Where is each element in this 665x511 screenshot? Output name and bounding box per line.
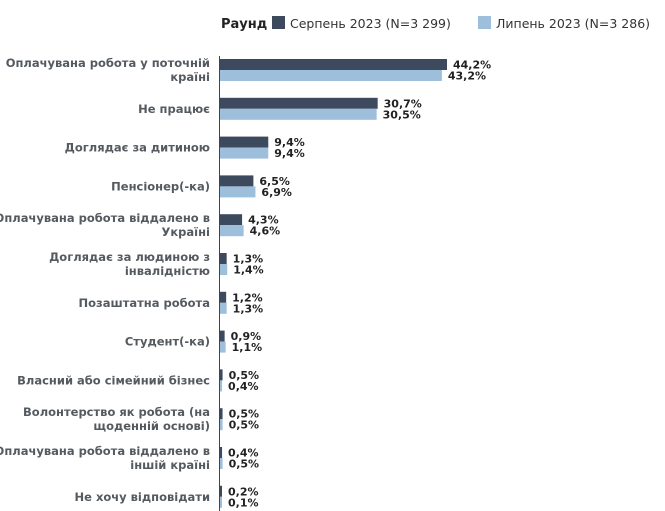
bar-1 xyxy=(220,214,243,226)
value-label-2: 0,4% xyxy=(228,380,259,393)
category-label: Волонтерство як робота (на щоденній основ… xyxy=(23,405,210,433)
bar-1 xyxy=(220,447,223,458)
value-label-2: 0,5% xyxy=(229,458,260,471)
value-label-1: 0,9% xyxy=(231,330,262,343)
bar-1 xyxy=(220,97,378,109)
bar-1 xyxy=(220,59,447,70)
bar-2 xyxy=(220,496,222,508)
value-label-1: 0,2% xyxy=(228,485,259,498)
bar-1 xyxy=(220,136,269,148)
bar-2 xyxy=(220,147,269,159)
category-label: Оплачувана робота віддалено в Україні xyxy=(0,211,210,239)
category-label: Позаштатна робота xyxy=(79,296,210,310)
bar-2 xyxy=(220,341,226,353)
bar-1 xyxy=(220,408,223,420)
category-label-line: Не працює xyxy=(138,102,210,116)
category-label: Оплачувана робота у поточній країні xyxy=(6,56,210,84)
category-label-line: Оплачувана робота віддалено в xyxy=(0,211,210,225)
plot-area: Оплачувана робота у поточній країні44,2%4… xyxy=(0,56,491,509)
value-label-2: 9,4% xyxy=(274,147,305,160)
legend-series-2: Липень 2023 (N=3 286) xyxy=(496,16,650,31)
legend-title: Раунд xyxy=(221,17,267,32)
legend-series-1: Серпень 2023 (N=3 299) xyxy=(290,16,451,31)
bar-1 xyxy=(220,330,225,342)
value-label-2: 6,9% xyxy=(261,186,292,199)
value-label-2: 1,3% xyxy=(233,302,264,315)
bar-1 xyxy=(220,485,222,497)
category-label-line: Студент(-ка) xyxy=(125,335,210,349)
legend-swatch-1 xyxy=(272,16,285,29)
category-label: Пенсіонер(-ка) xyxy=(111,179,210,193)
value-label-2: 4,6% xyxy=(250,225,281,238)
value-label-1: 30,7% xyxy=(384,97,422,110)
category-label-line: іншій країні xyxy=(130,458,210,472)
category-label: Оплачувана робота віддалено в іншій країн… xyxy=(0,444,210,472)
value-label-1: 44,2% xyxy=(453,59,491,72)
category-label-line: Волонтерство як робота (на xyxy=(23,405,210,419)
bar-2 xyxy=(220,70,442,81)
category-label-line: країні xyxy=(170,70,210,84)
category-label-line: Позаштатна робота xyxy=(79,296,210,310)
bar-2 xyxy=(220,186,256,198)
bar-2 xyxy=(220,380,223,392)
category-label-line: щоденній основі) xyxy=(93,419,210,433)
bar-1 xyxy=(220,291,227,303)
category-label: Доглядає за дитиною xyxy=(65,141,210,155)
bar-2 xyxy=(220,225,244,237)
category-label: Власний або сімейний бізнес xyxy=(17,373,210,387)
category-label-line: інвалідністю xyxy=(125,264,210,278)
bar-2 xyxy=(220,108,377,120)
category-label: Не хочу відповідати xyxy=(75,490,210,504)
value-label-1: 1,3% xyxy=(233,253,264,266)
category-label-line: Оплачувана робота віддалено в xyxy=(0,444,210,458)
bar-2 xyxy=(220,302,227,314)
legend-swatch-2 xyxy=(478,16,491,29)
bar-2 xyxy=(220,458,223,469)
category-label-line: Пенсіонер(-ка) xyxy=(111,179,210,193)
category-label-line: Не хочу відповідати xyxy=(75,490,210,504)
value-label-2: 0,5% xyxy=(229,419,260,432)
bar-1 xyxy=(220,253,227,264)
category-label-line: Україні xyxy=(162,225,211,239)
value-label-1: 0,5% xyxy=(229,369,260,382)
value-label-1: 6,5% xyxy=(259,175,290,188)
category-label-line: Оплачувана робота у поточній xyxy=(6,56,210,70)
value-label-2: 1,4% xyxy=(233,264,264,277)
bar-1 xyxy=(220,369,223,381)
category-label-line: Власний або сімейний бізнес xyxy=(17,373,210,387)
category-label-line: Доглядає за дитиною xyxy=(65,141,210,155)
value-label-2: 0,1% xyxy=(228,496,259,509)
category-label: Не працює xyxy=(138,102,210,116)
value-label-1: 1,2% xyxy=(232,291,263,304)
category-label: Студент(-ка) xyxy=(125,335,210,349)
value-label-1: 0,4% xyxy=(228,447,259,460)
bar-1 xyxy=(220,175,254,187)
value-label-1: 0,5% xyxy=(229,408,260,421)
value-label-2: 1,1% xyxy=(232,341,263,354)
value-label-1: 4,3% xyxy=(248,214,279,227)
category-label-line: Доглядає за людиною з xyxy=(49,250,210,264)
value-label-1: 9,4% xyxy=(274,136,305,149)
bar-2 xyxy=(220,264,228,275)
category-label: Доглядає за людиною з інвалідністю xyxy=(49,250,210,278)
value-label-2: 30,5% xyxy=(383,108,421,121)
value-label-2: 43,2% xyxy=(448,70,486,83)
legend: Раунд Серпень 2023 (N=3 299) Липень 2023 … xyxy=(221,16,650,32)
bar-2 xyxy=(220,419,223,431)
